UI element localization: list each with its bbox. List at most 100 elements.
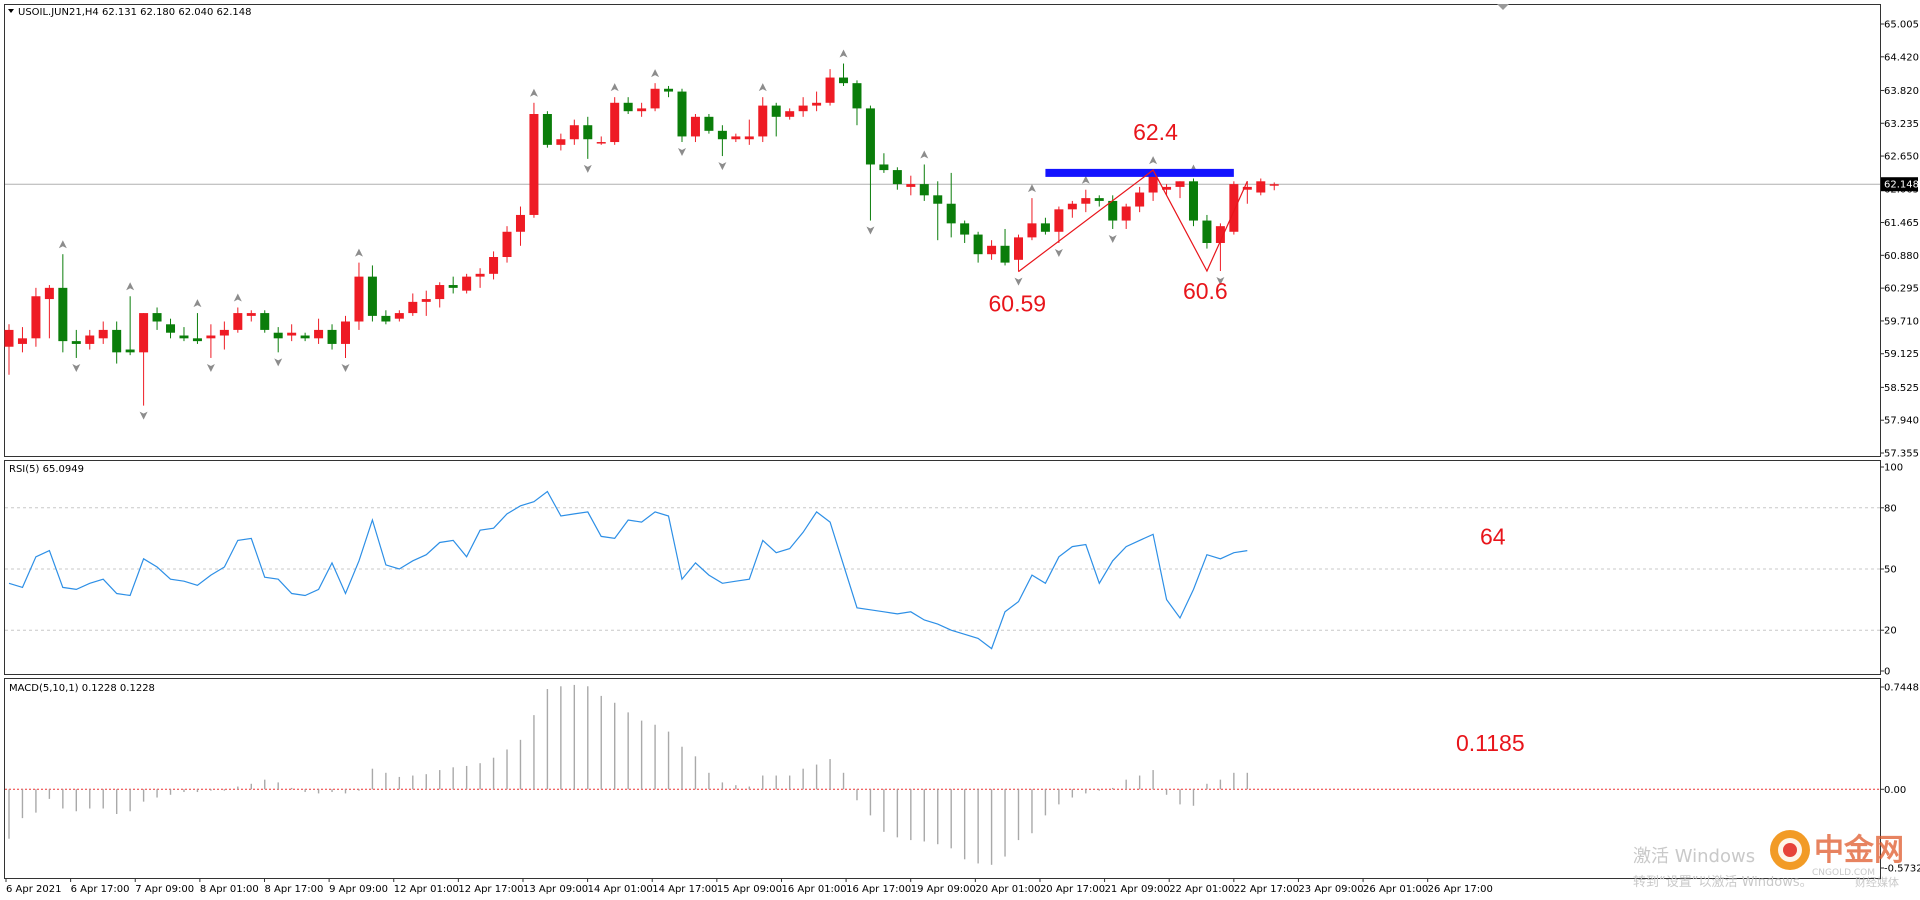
price-tick-label: 65.005 <box>1884 20 1919 31</box>
candle-body <box>139 313 149 353</box>
fractal-up-arrow-icon <box>610 83 619 92</box>
time-axis: 6 Apr 2021 6 Apr 17:00 7 Apr 09:00 8 Apr 01… <box>5 878 1493 895</box>
title-dropdown-icon[interactable] <box>8 9 14 13</box>
candle-body <box>502 231 512 258</box>
candle-body <box>125 349 135 353</box>
rsi-title: RSI(5) 65.0949 <box>9 464 84 475</box>
candle-body <box>314 329 324 339</box>
candle-body <box>623 102 633 112</box>
time-tick-label: 20 Apr 01:00 <box>975 884 1040 895</box>
candle-body <box>704 116 714 131</box>
candle-body <box>1135 192 1145 207</box>
candle-body <box>1202 220 1212 243</box>
candle-body <box>1175 181 1185 187</box>
fractal-down-arrow-icon <box>583 164 592 173</box>
candle-body <box>44 287 54 300</box>
price-tick-label: 59.710 <box>1884 316 1919 327</box>
time-tick-label: 12 Apr 17:00 <box>458 884 523 895</box>
candle-body <box>1054 209 1064 232</box>
candle-body <box>596 142 606 144</box>
brand-site: CNGOLD.COM <box>1812 868 1875 878</box>
cngold-logo-icon <box>1770 830 1810 870</box>
time-tick-label: 12 Apr 01:00 <box>394 884 459 895</box>
rsi-tick-label: 50 <box>1884 565 1897 576</box>
candle-body <box>394 313 404 319</box>
time-tick-label: 14 Apr 01:00 <box>588 884 653 895</box>
candle-body <box>1040 223 1050 232</box>
price-tick-label: 60.880 <box>1884 251 1919 262</box>
price-axis: 65.00564.42063.82063.23562.65062.06561.4… <box>1880 20 1919 460</box>
price-tick-label: 59.125 <box>1884 349 1919 360</box>
candle-body <box>179 335 189 339</box>
candle-body <box>287 332 297 336</box>
candle-body <box>919 184 929 196</box>
rsi-panel-border <box>4 460 1881 675</box>
candle-body <box>650 88 660 109</box>
candle-body <box>717 130 727 140</box>
time-tick-label: 16 Apr 01:00 <box>781 884 846 895</box>
time-tick-label: 8 Apr 17:00 <box>264 884 323 895</box>
ohlc-readout: 62.131 62.180 62.040 62.148 <box>102 7 252 18</box>
fractal-up-arrow-icon <box>1149 156 1158 165</box>
candle-body <box>771 105 781 117</box>
candle-body <box>852 83 862 109</box>
candle-body <box>166 324 176 333</box>
candle-body <box>381 315 391 322</box>
price-tick-label: 64.420 <box>1884 52 1919 63</box>
fractal-down-arrow-icon <box>72 363 81 372</box>
candle-body <box>906 184 916 187</box>
candle-body <box>677 91 687 137</box>
rsi-tick-label: 20 <box>1884 626 1897 637</box>
rsi-tick-label: 100 <box>1884 463 1903 474</box>
candle-body <box>637 108 647 112</box>
candle-body <box>1067 203 1077 210</box>
macd-series: 0.7448 0.00 -0.5732 0.1185 <box>5 683 1920 875</box>
candle-body <box>1014 237 1023 260</box>
candle-body <box>475 273 485 277</box>
fractal-down-arrow-icon <box>866 226 875 235</box>
candle-body <box>1229 184 1239 232</box>
fractal-up-arrow-icon <box>758 83 767 92</box>
candle-body <box>583 125 593 140</box>
candle-body <box>529 114 539 215</box>
price-tick-label: 61.465 <box>1884 218 1919 229</box>
candle-body <box>892 170 902 185</box>
fractal-down-arrow-icon <box>341 363 350 372</box>
fractal-up-arrow-icon <box>233 293 242 302</box>
candle-body <box>192 338 202 342</box>
fractal-up-arrow-icon <box>529 88 538 97</box>
candle-body <box>569 125 579 140</box>
candle-body <box>367 276 377 316</box>
time-tick-label: 26 Apr 17:00 <box>1428 884 1493 895</box>
candle-body <box>246 313 256 316</box>
main-panel-border <box>4 4 1881 457</box>
candle-body <box>825 77 835 103</box>
candle-body <box>1242 186 1252 190</box>
fractal-up-arrow-icon <box>126 282 135 291</box>
fractal-down-arrow-icon <box>274 358 283 367</box>
time-tick-label: 22 Apr 17:00 <box>1234 884 1299 895</box>
time-tick-label: 6 Apr 17:00 <box>71 884 130 895</box>
candle-body <box>1108 200 1118 221</box>
price-tick-label: 63.820 <box>1884 86 1919 97</box>
macd-title: MACD(5,10,1) 0.1228 0.1228 <box>9 683 155 694</box>
candle-body <box>1269 184 1279 186</box>
candle-body <box>610 102 620 143</box>
candle-body <box>946 203 956 224</box>
macd-panel-border <box>4 678 1881 879</box>
candle-body <box>354 276 364 322</box>
candle-body <box>233 313 243 330</box>
time-tick-label: 14 Apr 17:00 <box>652 884 717 895</box>
time-tick-label: 8 Apr 01:00 <box>200 884 259 895</box>
candle-body <box>865 108 875 165</box>
candle-body <box>71 341 81 344</box>
time-tick-label: 7 Apr 09:00 <box>135 884 194 895</box>
candle-body <box>98 329 108 339</box>
time-tick-label: 22 Apr 01:00 <box>1169 884 1234 895</box>
fractal-up-arrow-icon <box>920 150 929 159</box>
time-tick-label: 15 Apr 09:00 <box>717 884 782 895</box>
price-tick-label: 62.650 <box>1884 152 1919 163</box>
price-tick-label: 57.355 <box>1884 449 1919 460</box>
candle-body <box>489 257 499 274</box>
